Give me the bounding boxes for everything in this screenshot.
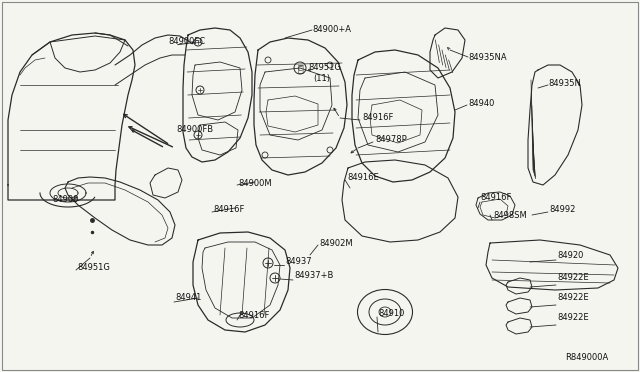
Text: (11): (11) — [313, 74, 330, 83]
Text: 84951G: 84951G — [77, 263, 110, 273]
Text: 84910: 84910 — [378, 308, 404, 317]
Text: 84922E: 84922E — [557, 294, 589, 302]
Text: 84916F: 84916F — [362, 113, 394, 122]
Text: 84900+A: 84900+A — [312, 26, 351, 35]
Text: 84922E: 84922E — [557, 314, 589, 323]
Text: Ⓒ: Ⓒ — [297, 63, 303, 73]
Text: 84900FC: 84900FC — [168, 38, 205, 46]
Text: 84900: 84900 — [52, 196, 78, 205]
Text: 84916F: 84916F — [238, 311, 269, 321]
Text: 84935N: 84935N — [548, 78, 581, 87]
Text: 84941: 84941 — [175, 294, 202, 302]
Text: R849000A: R849000A — [565, 353, 608, 362]
Text: 84916F: 84916F — [480, 193, 511, 202]
Text: 8498SM: 8498SM — [493, 211, 527, 219]
Text: 84916F: 84916F — [213, 205, 244, 215]
Text: 84900M: 84900M — [238, 179, 271, 187]
Text: 84916E: 84916E — [347, 173, 379, 183]
Text: 84922E: 84922E — [557, 273, 589, 282]
Text: C: C — [298, 66, 302, 72]
Text: 84920: 84920 — [557, 251, 584, 260]
Text: 84992: 84992 — [549, 205, 575, 215]
Text: 84940: 84940 — [468, 99, 494, 108]
Text: 84935NA: 84935NA — [468, 52, 507, 61]
Text: 84937+B: 84937+B — [294, 272, 333, 280]
Text: 84937: 84937 — [285, 257, 312, 266]
Text: 84900FB: 84900FB — [176, 125, 213, 135]
Text: 84978P: 84978P — [375, 135, 407, 144]
Text: 84902M: 84902M — [319, 238, 353, 247]
Text: 84951G: 84951G — [308, 64, 341, 73]
